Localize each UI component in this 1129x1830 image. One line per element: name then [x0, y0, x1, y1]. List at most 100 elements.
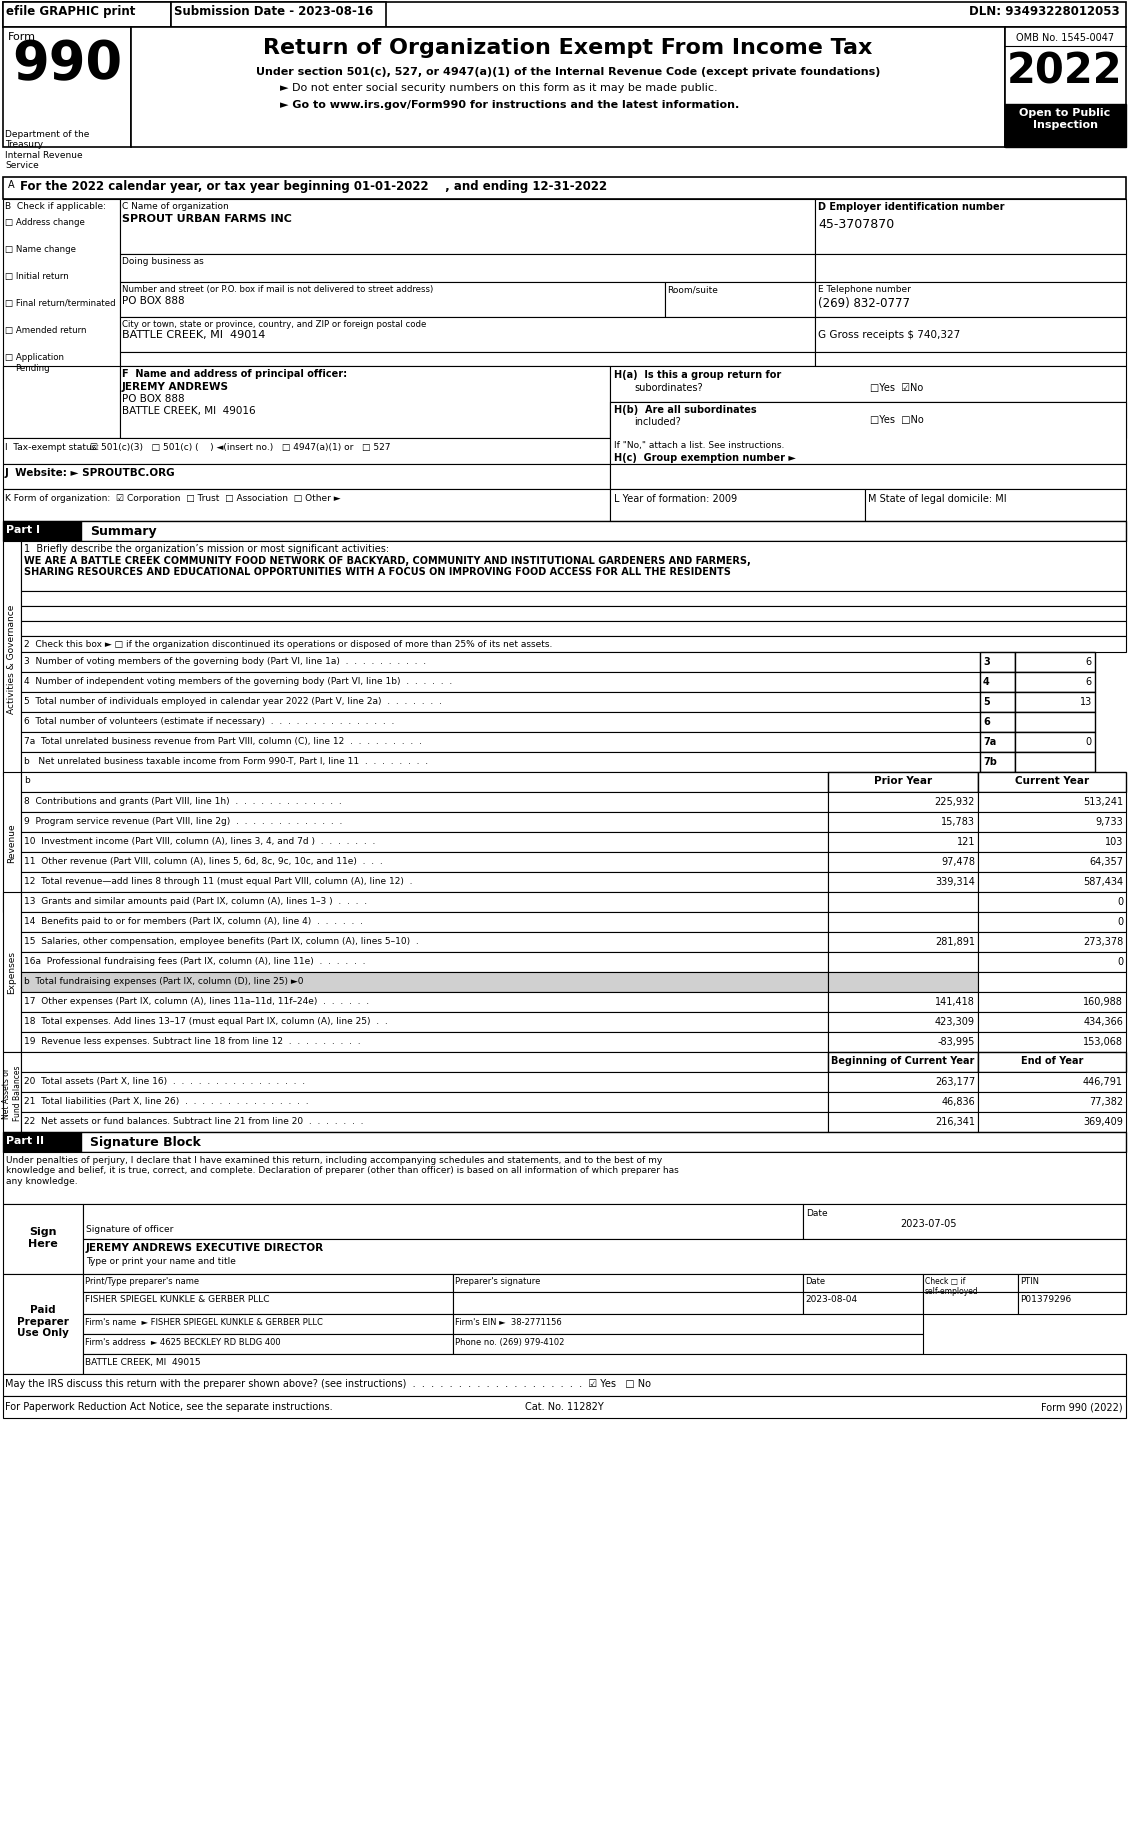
Bar	[84, 1239, 1126, 1274]
Text: Print/Type preparer's name: Print/Type preparer's name	[85, 1276, 199, 1285]
Text: Form 990 (2022): Form 990 (2022)	[1041, 1402, 1123, 1411]
Bar	[453, 1274, 803, 1292]
Bar	[978, 1052, 1126, 1072]
Text: 446,791: 446,791	[1083, 1076, 1123, 1087]
Text: G Gross receipts $ 740,327: G Gross receipts $ 740,327	[819, 329, 961, 340]
Text: OMB No. 1545-0047: OMB No. 1545-0047	[1016, 33, 1114, 42]
Bar	[978, 833, 1126, 853]
Bar	[924, 1292, 1018, 1314]
Text: 6  Total number of volunteers (estimate if necessary)  .  .  .  .  .  .  .  .  .: 6 Total number of volunteers (estimate i…	[24, 717, 394, 727]
Bar	[21, 752, 980, 772]
Text: SHARING RESOURCES AND EDUCATIONAL OPPORTUNITIES WITH A FOCUS ON IMPROVING FOOD A: SHARING RESOURCES AND EDUCATIONAL OPPORT…	[24, 567, 730, 576]
Text: DLN: 93493228012053: DLN: 93493228012053	[970, 5, 1120, 18]
Bar	[21, 637, 1126, 653]
Text: 20  Total assets (Part X, line 16)  .  .  .  .  .  .  .  .  .  .  .  .  .  .  . : 20 Total assets (Part X, line 16) . . . …	[24, 1076, 305, 1085]
Bar	[3, 465, 610, 490]
Text: 77,382: 77,382	[1088, 1096, 1123, 1107]
Bar	[610, 366, 1126, 403]
Bar	[978, 873, 1126, 893]
Text: Date: Date	[806, 1208, 828, 1217]
Bar	[1018, 1292, 1126, 1314]
Text: 97,478: 97,478	[940, 856, 975, 867]
Text: PO BOX 888: PO BOX 888	[122, 296, 185, 306]
Bar	[978, 813, 1126, 833]
Text: 4  Number of independent voting members of the governing body (Part VI, line 1b): 4 Number of independent voting members o…	[24, 677, 453, 686]
Text: May the IRS discuss this return with the preparer shown above? (see instructions: May the IRS discuss this return with the…	[5, 1378, 651, 1389]
Text: 2023-08-04: 2023-08-04	[805, 1294, 857, 1303]
Bar	[665, 284, 815, 318]
Bar	[120, 353, 815, 366]
Bar	[21, 1032, 828, 1052]
Bar	[120, 284, 665, 318]
Bar	[21, 873, 828, 893]
Bar	[3, 1204, 84, 1274]
Bar	[978, 992, 1126, 1012]
Bar	[21, 1072, 828, 1093]
Text: 6: 6	[1086, 677, 1092, 686]
Bar	[978, 1032, 1126, 1052]
Bar	[1015, 712, 1095, 732]
Text: Firm's name  ► FISHER SPIEGEL KUNKLE & GERBER PLLC: Firm's name ► FISHER SPIEGEL KUNKLE & GE…	[85, 1318, 323, 1327]
Text: 103: 103	[1104, 836, 1123, 847]
Text: 22  Net assets or fund balances. Subtract line 21 from line 20  .  .  .  .  .  .: 22 Net assets or fund balances. Subtract…	[24, 1116, 364, 1125]
Bar	[21, 772, 828, 792]
Text: 273,378: 273,378	[1083, 937, 1123, 946]
Bar	[81, 1133, 1126, 1153]
Text: City or town, state or province, country, and ZIP or foreign postal code: City or town, state or province, country…	[122, 320, 427, 329]
Text: For the 2022 calendar year, or tax year beginning 01-01-2022    , and ending 12-: For the 2022 calendar year, or tax year …	[20, 179, 607, 192]
Text: Firm's EIN ►  38-2771156: Firm's EIN ► 38-2771156	[455, 1318, 562, 1327]
Text: Phone no. (269) 979-4102: Phone no. (269) 979-4102	[455, 1338, 564, 1347]
Bar	[978, 1113, 1126, 1133]
Bar	[980, 732, 1015, 752]
Text: F  Name and address of principal officer:: F Name and address of principal officer:	[122, 370, 347, 379]
Bar	[84, 1354, 1126, 1374]
Bar	[3, 1052, 21, 1133]
Text: 45-3707870: 45-3707870	[819, 218, 894, 231]
Text: □ Address change: □ Address change	[5, 218, 85, 227]
Text: Cat. No. 11282Y: Cat. No. 11282Y	[525, 1402, 603, 1411]
Text: 19  Revenue less expenses. Subtract line 18 from line 12  .  .  .  .  .  .  .  .: 19 Revenue less expenses. Subtract line …	[24, 1036, 360, 1045]
Text: 1  Briefly describe the organization’s mission or most significant activities:: 1 Briefly describe the organization’s mi…	[24, 544, 390, 554]
Text: 11  Other revenue (Part VIII, column (A), lines 5, 6d, 8c, 9c, 10c, and 11e)  . : 11 Other revenue (Part VIII, column (A),…	[24, 856, 383, 866]
Bar	[3, 1133, 81, 1153]
Bar	[980, 673, 1015, 692]
Text: A: A	[8, 179, 15, 190]
Text: 225,932: 225,932	[935, 796, 975, 807]
Bar	[1015, 653, 1095, 673]
Text: C Name of organization: C Name of organization	[122, 201, 229, 210]
Text: B  Check if applicable:: B Check if applicable:	[5, 201, 106, 210]
Text: Submission Date - 2023-08-16: Submission Date - 2023-08-16	[174, 5, 374, 18]
Text: 160,988: 160,988	[1083, 997, 1123, 1006]
Bar	[3, 4, 1126, 27]
Text: 0: 0	[1086, 737, 1092, 747]
Bar	[84, 1314, 453, 1334]
Bar	[1005, 27, 1126, 148]
Text: Prior Year: Prior Year	[874, 776, 933, 785]
Text: Open to Public
Inspection: Open to Public Inspection	[1019, 108, 1111, 130]
Bar	[3, 1274, 84, 1374]
Text: □ Amended return: □ Amended return	[5, 326, 87, 335]
Bar	[453, 1314, 924, 1334]
Text: b  Total fundraising expenses (Part IX, column (D), line 25) ►0: b Total fundraising expenses (Part IX, c…	[24, 977, 304, 986]
Text: Pending: Pending	[15, 364, 50, 373]
Text: 2023-07-05: 2023-07-05	[900, 1219, 956, 1228]
Bar	[978, 792, 1126, 813]
Text: □Yes  ☑No: □Yes ☑No	[870, 382, 924, 393]
Bar	[21, 992, 828, 1012]
Bar	[170, 4, 386, 27]
Bar	[978, 1072, 1126, 1093]
Bar	[453, 1292, 803, 1314]
Bar	[828, 893, 978, 913]
Bar	[815, 318, 1126, 353]
Text: Activities & Governance: Activities & Governance	[8, 604, 17, 714]
Bar	[21, 673, 980, 692]
Text: PTIN: PTIN	[1019, 1276, 1039, 1285]
Bar	[828, 992, 978, 1012]
Bar	[3, 1153, 1126, 1204]
Text: 369,409: 369,409	[1083, 1116, 1123, 1127]
Text: 13: 13	[1079, 697, 1092, 706]
Text: Under section 501(c), 527, or 4947(a)(1) of the Internal Revenue Code (except pr: Under section 501(c), 527, or 4947(a)(1)…	[256, 68, 881, 77]
Text: Preparer's signature: Preparer's signature	[455, 1276, 541, 1285]
Bar	[5, 377, 12, 384]
Bar	[21, 893, 828, 913]
